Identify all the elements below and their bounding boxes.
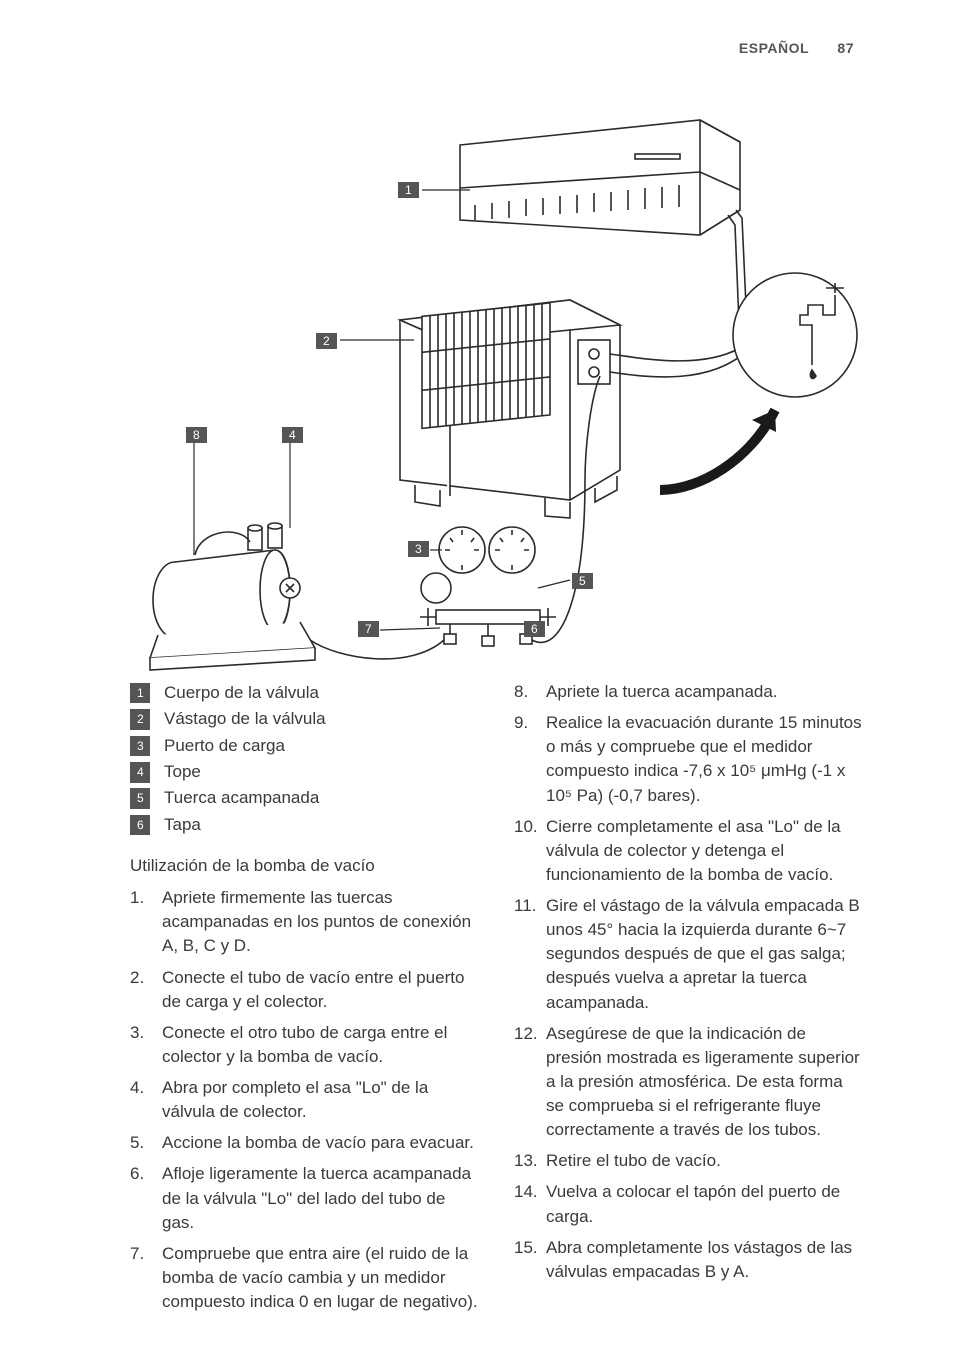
page: ESPAÑOL 87 [0, 0, 954, 1354]
language-label: ESPAÑOL [739, 40, 809, 56]
callout-3: 3 [408, 540, 429, 558]
callout-2: 2 [316, 332, 337, 350]
legend-row: 1Cuerpo de la válvula [130, 680, 326, 706]
step: 13.Retire el tubo de vacío. [514, 1149, 864, 1173]
legend-label: Cuerpo de la válvula [164, 680, 319, 706]
legend-label: Vástago de la válvula [164, 706, 326, 732]
legend-label: Puerto de carga [164, 733, 285, 759]
legend-row: 6Tapa [130, 812, 326, 838]
callout-8: 8 [186, 426, 207, 444]
legend-label: Tuerca acampanada [164, 785, 319, 811]
installation-diagram: 1 2 3 4 5 6 7 8 [140, 110, 860, 670]
water-tap-detail [660, 273, 857, 490]
step: 10.Cierre completamente el asa "Lo" de l… [514, 815, 864, 887]
step: 8.Apriete la tuerca acampanada. [514, 680, 864, 704]
step: 1.Apriete firmemente las tuercas acampan… [130, 886, 480, 958]
legend-row: 3Puerto de carga [130, 733, 326, 759]
legend-row: 5Tuerca acampanada [130, 785, 326, 811]
left-column: Utilización de la bomba de vacío 1.Aprie… [130, 854, 480, 1321]
step: 14.Vuelva a colocar el tapón del puerto … [514, 1180, 864, 1228]
step: 4.Abra por completo el asa "Lo" de la vá… [130, 1076, 480, 1124]
instruction-columns: Utilización de la bomba de vacío 1.Aprie… [130, 854, 864, 1321]
step: 11.Gire el vástago de la válvula empacad… [514, 894, 864, 1015]
step: 3.Conecte el otro tubo de carga entre el… [130, 1021, 480, 1069]
diagram-legend: 1Cuerpo de la válvula 2Vástago de la vál… [130, 680, 326, 838]
step: 12.Asegúrese de que la indicación de pre… [514, 1022, 864, 1143]
callout-5: 5 [572, 572, 593, 590]
section-title: Utilización de la bomba de vacío [130, 854, 480, 878]
vacuum-pump [150, 523, 315, 670]
callout-6: 6 [524, 620, 545, 638]
step: 15.Abra completamente los vástagos de la… [514, 1236, 864, 1284]
steps-right: 8.Apriete la tuerca acampanada. 9.Realic… [514, 680, 864, 1284]
diagram-svg [140, 110, 860, 710]
callout-7: 7 [358, 620, 379, 638]
callout-1: 1 [398, 181, 419, 199]
legend-row: 4Tope [130, 759, 326, 785]
right-column: 8.Apriete la tuerca acampanada. 9.Realic… [514, 680, 864, 1321]
legend-row: 2Vástago de la válvula [130, 706, 326, 732]
legend-label: Tope [164, 759, 201, 785]
page-number: 87 [837, 40, 854, 56]
step: 9.Realice la evacuación durante 15 minut… [514, 711, 864, 808]
step: 7.Compruebe que entra aire (el ruido de … [130, 1242, 480, 1314]
step: 2.Conecte el tubo de vacío entre el puer… [130, 966, 480, 1014]
page-header: ESPAÑOL 87 [739, 40, 854, 56]
legend-label: Tapa [164, 812, 201, 838]
steps-left: 1.Apriete firmemente las tuercas acampan… [130, 886, 480, 1314]
callout-4: 4 [282, 426, 303, 444]
step: 5.Accione la bomba de vacío para evacuar… [130, 1131, 480, 1155]
step: 6.Afloje ligeramente la tuerca acampanad… [130, 1162, 480, 1234]
